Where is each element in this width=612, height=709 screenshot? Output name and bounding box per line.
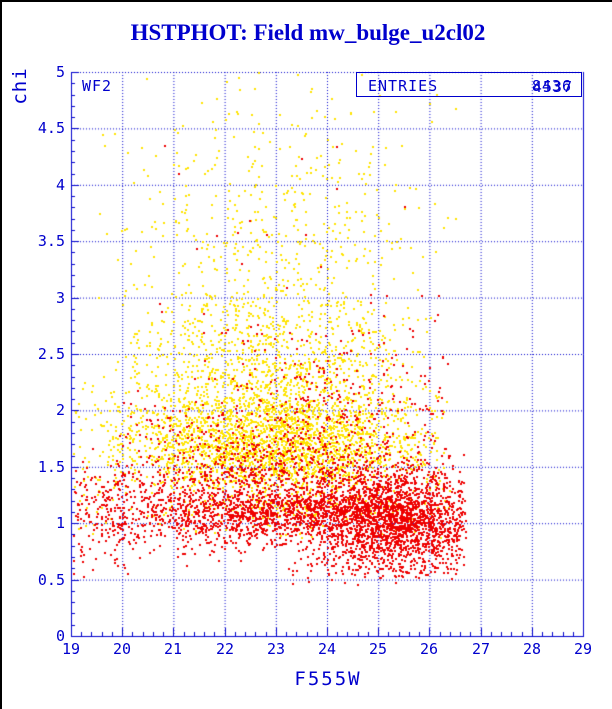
y-tick-label: 4.5 <box>37 119 65 137</box>
y-tick-label: 2 <box>55 401 65 419</box>
entries-label: ENTRIES <box>368 77 439 95</box>
x-tick-label: 27 <box>471 640 491 658</box>
x-tick-label: 22 <box>215 640 235 658</box>
page-title: HSTPHOT: Field mw_bulge_u2cl02 <box>130 20 486 45</box>
y-tick-label: 3.5 <box>37 232 65 250</box>
x-tick-label: 29 <box>573 640 593 658</box>
entries-value-1: 8436 <box>531 77 572 95</box>
x-tick-label: 26 <box>419 640 439 658</box>
chip-label: WF2 <box>82 77 113 95</box>
x-tick-label: 24 <box>317 640 337 658</box>
x-tick-label: 19 <box>61 640 81 658</box>
x-tick-label: 25 <box>368 640 388 658</box>
x-tick-label: 21 <box>163 640 183 658</box>
y-tick-label: 4 <box>55 176 65 194</box>
y-tick-label: 3 <box>55 289 65 307</box>
y-tick-label: 2.5 <box>37 345 65 363</box>
entries-legend-box: ENTRIES 8436 4537 <box>356 72 582 97</box>
y-tick-label: 5 <box>55 63 65 81</box>
y-tick-label: 1 <box>55 514 65 532</box>
x-tick-label: 28 <box>522 640 542 658</box>
entries-value-2: 4537 <box>532 78 573 96</box>
x-axis-label: F555W <box>294 668 362 690</box>
x-tick-label: 23 <box>266 640 286 658</box>
y-tick-label: 0 <box>55 627 65 645</box>
y-tick-label: 0.5 <box>37 571 65 589</box>
y-tick-label: 1.5 <box>37 458 65 476</box>
x-tick-label: 20 <box>112 640 132 658</box>
